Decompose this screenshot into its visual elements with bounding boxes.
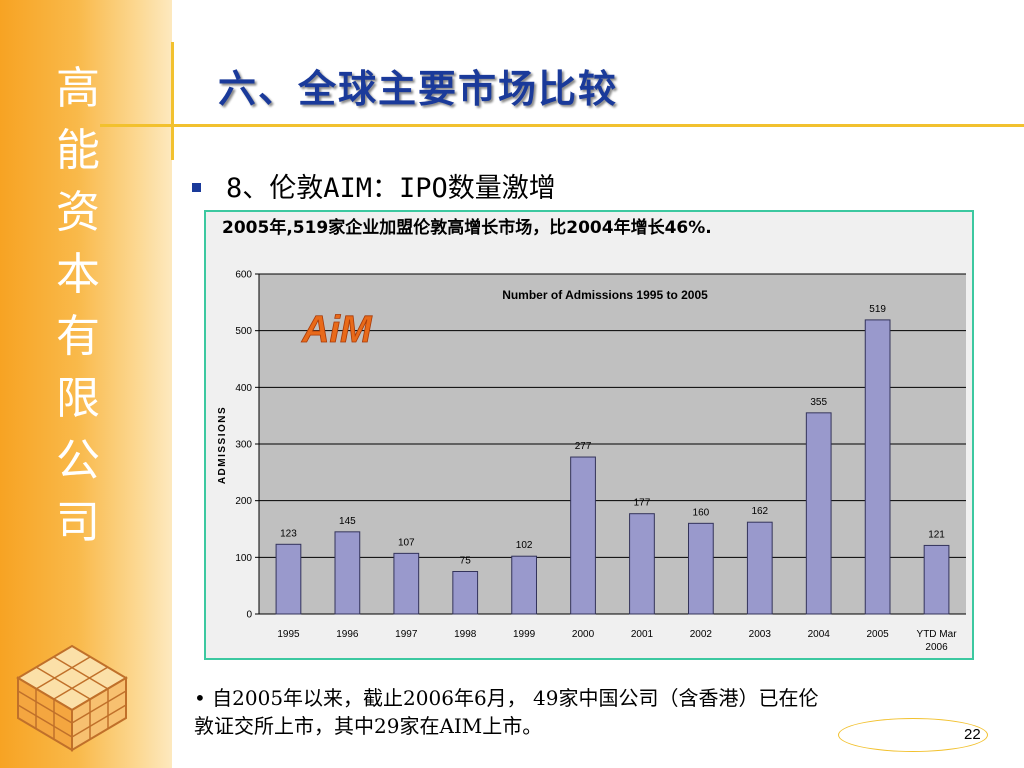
data-label: 160 <box>693 507 710 518</box>
accent-horizontal-line <box>100 124 1024 127</box>
bullet-text: 8、伦敦AIM：IPO数量激增 <box>226 173 556 204</box>
x-tick-label: 1998 <box>454 629 477 640</box>
x-tick-label: 1996 <box>336 629 359 640</box>
data-label: 102 <box>516 540 533 551</box>
page-number-ellipse <box>838 718 988 752</box>
x-tick-label: 2004 <box>808 629 831 640</box>
data-label: 162 <box>751 506 768 517</box>
data-label: 123 <box>280 528 297 539</box>
data-label: 519 <box>869 304 886 315</box>
x-tick-label: 2000 <box>572 629 595 640</box>
y-tick-label: 300 <box>235 440 252 451</box>
bullet-square-icon <box>192 183 201 192</box>
company-name-vertical: 高 能 资 本 有 限 公 司 <box>48 58 108 554</box>
bar <box>452 571 479 615</box>
bar <box>511 555 537 615</box>
bar <box>805 412 832 615</box>
y-tick-label: 400 <box>235 383 252 394</box>
company-char: 限 <box>56 373 100 424</box>
x-tick-label: 1997 <box>395 629 418 640</box>
bar <box>275 543 302 615</box>
cube-logo-icon <box>16 644 128 752</box>
y-tick-label: 600 <box>235 270 252 281</box>
company-char: 资 <box>56 187 100 238</box>
company-char: 有 <box>56 311 100 362</box>
data-label: 277 <box>575 441 592 452</box>
x-tick-label: 2006 <box>925 642 948 653</box>
x-tick-label: 1995 <box>277 629 300 640</box>
bar <box>334 531 361 615</box>
data-label: 355 <box>810 397 827 408</box>
company-char: 司 <box>56 497 100 548</box>
footnote-line: • 自2005年以来，截止2006年6月， 49家中国公司（含香港）已在伦 <box>194 686 819 710</box>
chart-title: Number of Admissions 1995 to 2005 <box>502 288 708 302</box>
sidebar: 高 能 资 本 有 限 公 司 <box>0 0 172 768</box>
data-label: 107 <box>398 537 415 548</box>
x-tick-label: 1999 <box>513 629 536 640</box>
y-axis-label: ADMISSIONS <box>217 406 228 484</box>
bar <box>688 522 714 615</box>
footnote-line: 敦证交所上市，其中29家在AIM上市。 <box>194 714 543 738</box>
x-tick-label: 2001 <box>631 629 654 640</box>
data-label: 75 <box>460 556 472 567</box>
x-tick-label: 2003 <box>749 629 772 640</box>
y-tick-label: 0 <box>246 610 252 621</box>
footnote: • 自2005年以来，截止2006年6月， 49家中国公司（含香港）已在伦 敦证… <box>194 684 984 740</box>
x-tick-label: 2005 <box>867 629 890 640</box>
company-char: 高 <box>56 63 100 114</box>
data-label: 145 <box>339 516 356 527</box>
company-char: 能 <box>56 125 100 176</box>
x-tick-label: 2002 <box>690 629 713 640</box>
data-label: 121 <box>928 529 945 540</box>
company-char: 本 <box>56 249 100 300</box>
bar <box>393 552 420 615</box>
bar <box>629 513 655 615</box>
x-tick-label: YTD Mar <box>917 629 958 640</box>
page-number: 22 <box>964 726 981 743</box>
y-tick-label: 500 <box>235 326 252 337</box>
accent-vertical-line <box>171 42 174 160</box>
aim-logo: AiM <box>301 309 373 351</box>
bar-chart: 0 100 200 300 400 500 600 123 1995 145 1996 107 1997… <box>217 270 966 653</box>
company-char: 公 <box>56 435 100 486</box>
data-label: 177 <box>634 498 651 509</box>
slide-title: 六、全球主要市场比较 <box>218 67 619 111</box>
bar <box>746 521 773 615</box>
y-tick-label: 100 <box>235 553 252 564</box>
y-tick-label: 200 <box>235 496 252 507</box>
chart-headline: 2005年,519家企业加盟伦敦高增长市场，比2004年增长46%. <box>222 218 712 238</box>
bar <box>923 544 950 615</box>
bar <box>570 456 596 615</box>
bar <box>864 319 891 615</box>
